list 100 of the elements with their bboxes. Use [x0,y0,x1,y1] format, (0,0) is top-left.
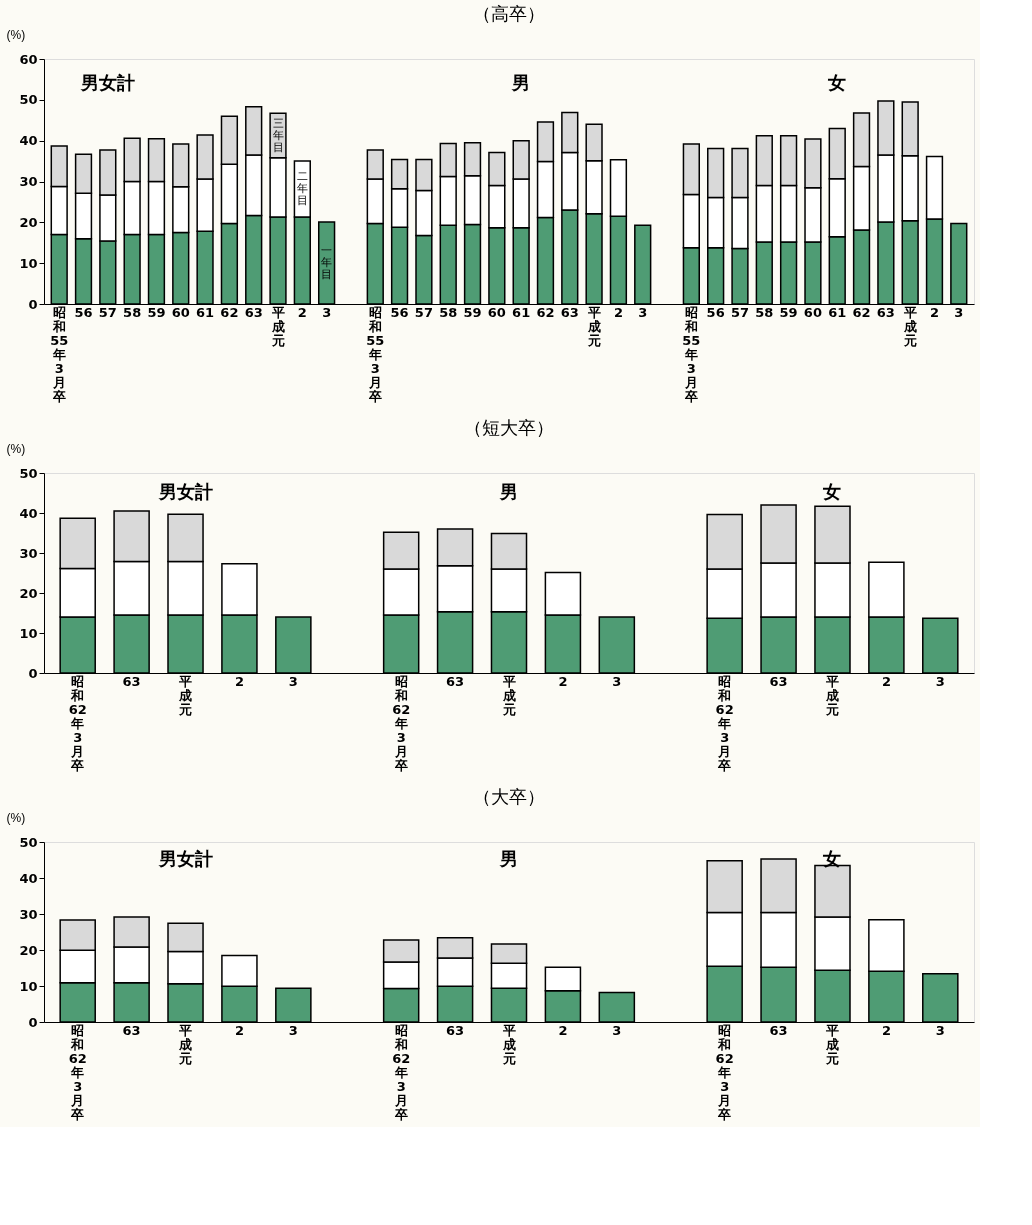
x-tick-label: 57 [414,304,433,320]
x-tick-label: 60 [487,304,506,320]
x-tick-label: 3 [322,304,332,320]
x-tick-label: 3 [935,673,945,689]
x-tick-label: 62 [220,304,239,320]
y-tick-label: 0 [28,296,38,312]
x-tick-label: 63 [446,1022,465,1038]
x-tick-label: 58 [123,304,142,320]
x-tick-label: 61 [828,304,847,320]
x-tick-label: 平成元 [178,1022,193,1066]
x-tick-label: 3 [954,304,964,320]
x-tick-label: 3 [638,304,648,320]
x-tick-label: 63 [446,673,465,689]
x-tick-label: 59 [463,304,482,320]
x-tick-label: 平成元 [824,1022,839,1066]
x-tick-label: 昭和62年3月卒 [68,1022,87,1122]
chart-title: （高卒） [473,3,545,24]
annotation: 女 [822,481,842,502]
y-tick-label: 40 [19,133,38,149]
y-tick-label: 20 [19,585,38,601]
y-tick-label: 40 [19,870,38,886]
y-axis-title: (%) [6,27,26,42]
y-tick-label: 60 [19,51,38,67]
annotation: 男女計 [157,481,213,502]
x-tick-label: 63 [876,304,895,320]
series-label: 二年目 [296,170,308,208]
y-tick-label: 30 [19,174,38,189]
x-tick-label: 60 [171,304,190,320]
x-tick-label: 63 [244,304,263,320]
x-tick-label: 2 [613,304,623,320]
y-tick-label: 20 [19,214,38,230]
y-tick-label: 40 [19,505,38,521]
x-tick-label: 61 [512,304,531,320]
annotation: 男女計 [79,71,135,93]
x-tick-label: 昭和62年3月卒 [392,673,411,773]
x-tick-label: 2 [234,1022,244,1038]
y-tick-label: 0 [28,1014,38,1030]
x-tick-label: 63 [769,673,788,689]
x-tick-label: 2 [558,673,568,689]
x-tick-label: 平成元 [902,304,917,348]
x-tick-label: 2 [558,1022,568,1038]
x-tick-label: 平成元 [270,304,285,348]
x-tick-label: 63 [122,673,141,689]
y-axis-title: (%) [6,810,26,825]
y-tick-label: 10 [19,255,38,271]
x-tick-label: 3 [288,673,298,689]
x-tick-label: 2 [929,304,940,320]
series-label: 三年目 [272,116,284,154]
chart-title: （大卒） [473,786,545,807]
y-tick-label: 50 [19,92,38,108]
x-tick-label: 3 [935,1022,945,1038]
x-tick-label: 60 [803,304,822,320]
x-tick-label: 昭和62年3月卒 [715,1022,734,1122]
x-tick-label: 56 [74,304,93,320]
x-tick-label: 62 [536,304,555,320]
annotation: 男 [511,71,531,93]
chart-title: （短大卒） [464,417,554,438]
x-tick-label: 平成元 [178,673,193,717]
x-tick-label: 63 [122,1022,141,1038]
x-tick-label: 昭和55年3月卒 [366,304,385,404]
x-tick-label: 58 [439,304,458,320]
x-tick-label: 61 [196,304,215,320]
y-tick-label: 20 [19,942,38,958]
x-tick-label: 3 [612,673,622,689]
y-tick-label: 30 [19,906,38,922]
x-tick-label: 57 [98,304,117,320]
x-tick-label: 昭和55年3月卒 [50,304,69,404]
x-tick-label: 3 [612,1022,622,1038]
y-axis-title: (%) [6,441,26,456]
x-tick-label: 62 [852,304,871,320]
y-tick-label: 10 [19,978,38,994]
x-tick-label: 63 [769,1022,788,1038]
y-tick-label: 30 [19,545,38,561]
x-tick-label: 3 [288,1022,298,1038]
annotation: 男女計 [157,848,213,869]
x-tick-label: 平成元 [501,1022,516,1066]
x-tick-label: 昭和55年3月卒 [682,304,701,404]
annotation: 男 [499,848,518,869]
x-tick-label: 平成元 [501,673,516,717]
x-tick-label: 平成元 [586,304,601,348]
x-tick-label: 2 [297,304,307,320]
x-tick-label: 57 [730,304,750,320]
x-tick-label: 昭和62年3月卒 [392,1022,411,1122]
x-tick-label: 56 [390,304,409,320]
x-tick-label: 昭和62年3月卒 [715,673,734,773]
y-tick-label: 0 [28,665,38,681]
y-tick-label: 50 [19,834,38,850]
x-tick-label: 59 [779,304,798,320]
x-tick-label: 56 [706,304,725,320]
x-tick-label: 2 [881,673,891,689]
series-label: 一年目 [321,243,333,281]
x-tick-label: 2 [881,1022,891,1038]
x-tick-label: 58 [755,304,774,320]
x-tick-label: 昭和62年3月卒 [68,673,87,773]
annotation: 女 [827,71,847,93]
x-tick-label: 平成元 [824,673,839,717]
x-tick-label: 63 [560,304,579,320]
x-tick-label: 59 [147,304,166,320]
annotation: 男 [499,481,518,502]
y-tick-label: 50 [19,465,38,481]
